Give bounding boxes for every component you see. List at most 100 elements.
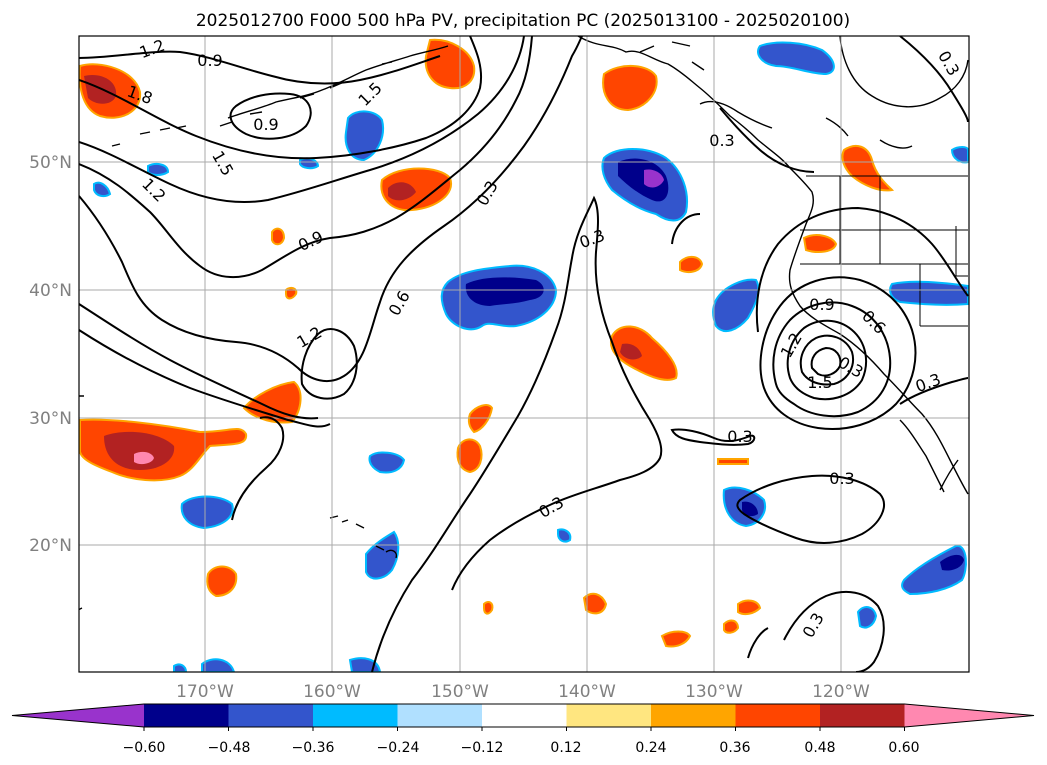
colorbar-label: 0.60 (888, 740, 919, 756)
negative-anomaly-blob (344, 110, 384, 162)
negative-anomaly-blob (299, 157, 320, 170)
positive-anomaly-blob (271, 227, 286, 246)
pv-contour (736, 474, 885, 544)
lat-label-40n: 40°N (29, 281, 72, 301)
positive-anomaly-blob (660, 630, 692, 648)
colorbar-segment (566, 704, 652, 727)
strong-negative-core (742, 501, 758, 517)
colorbar-segment (313, 704, 398, 727)
positive-anomaly-blob (717, 458, 749, 465)
colorbar-segment (651, 704, 736, 727)
negative-anomaly-blob (93, 181, 112, 198)
lon-label-130w: 130°W (685, 682, 743, 702)
strong-negative-core (618, 158, 669, 202)
pv-contour (79, 36, 525, 203)
pv-contour (371, 195, 663, 672)
longitude-labels: 170°W 160°W 150°W 140°W 130°W 120°W (176, 682, 870, 702)
colorbar-segment (482, 704, 567, 727)
pv-contour (79, 36, 533, 279)
strong-negative-core (940, 554, 964, 571)
alaska-coast-islands (219, 45, 449, 127)
pv-contour (899, 377, 969, 405)
positive-anomaly-blob (582, 592, 608, 615)
hawaii-islands (329, 515, 398, 559)
lon-label-170w: 170°W (176, 682, 234, 702)
positive-anomaly-blob (456, 438, 483, 474)
lat-label-50n: 50°N (29, 153, 72, 173)
pv-contour (759, 276, 917, 430)
contour-label: 0.9 (253, 115, 278, 134)
northern-coastline (639, 41, 773, 129)
positive-anomaly-blob (206, 565, 238, 598)
colorbar-label: −0.48 (208, 740, 251, 756)
strong-anomaly-core (104, 431, 175, 470)
lon-label-140w: 140°W (558, 682, 616, 702)
contour-label: 0.3 (709, 131, 734, 150)
pv-contour (755, 206, 969, 333)
extreme-negative-core (644, 169, 664, 188)
graticule (79, 36, 969, 672)
contour-label: 0.3 (727, 427, 752, 446)
positive-anomaly-blob (467, 404, 494, 434)
lon-label-150w: 150°W (431, 682, 489, 702)
colorbar-label: 0.12 (550, 740, 581, 756)
contour-label: 0.9 (809, 295, 834, 314)
negative-anomaly-blob (889, 280, 969, 306)
pv-contour (79, 50, 441, 85)
colorbar-label: −0.36 (292, 740, 335, 756)
colorbar-label: −0.12 (461, 740, 504, 756)
contour-label: 1.5 (807, 373, 832, 392)
colorbar-segment (144, 704, 229, 727)
negative-anomaly-blob (180, 495, 234, 530)
colorbar-label: −0.60 (123, 740, 166, 756)
negative-anomaly-blob (368, 451, 406, 474)
pv-contour (79, 303, 319, 420)
strong-negative-core (465, 277, 544, 306)
small-island (79, 395, 84, 611)
precip-anomaly-fills (79, 38, 969, 672)
us-state-borders (800, 176, 968, 327)
colorbar-label: 0.36 (719, 740, 750, 756)
latitude-labels: 50°N 40°N 30°N 20°N (29, 153, 72, 556)
aleutian-island (111, 125, 187, 147)
pv-contour (79, 36, 482, 160)
negative-anomaly-blob (757, 41, 835, 76)
positive-anomaly-blob (723, 619, 740, 634)
figure-title: 2025012700 F000 500 hPa PV, precipitatio… (196, 11, 850, 31)
pv-contour (747, 590, 885, 672)
positive-anomaly-blob (802, 234, 838, 253)
lat-label-20n: 20°N (29, 536, 72, 556)
colorbar-segment (228, 704, 314, 727)
lon-label-160w: 160°W (303, 682, 361, 702)
positive-anomaly-blob (483, 601, 494, 615)
colorbar: −0.60 −0.48 −0.36 −0.24 −0.12 0.12 0.24 … (11, 703, 1035, 756)
map-panel: 1.2 0.9 1.8 0.9 1.5 1.5 1.2 0.9 0.3 0.3 … (79, 36, 969, 672)
colorbar-segments (11, 703, 1035, 728)
positive-anomaly-blob (679, 256, 704, 273)
pv-contour (799, 334, 854, 386)
positive-anomaly-blob (610, 325, 678, 381)
negative-anomaly-blob (557, 528, 572, 543)
pv-contour (899, 36, 969, 123)
negative-anomaly-blob (856, 606, 878, 629)
colorbar-segment (735, 704, 821, 727)
positive-anomaly-blob (424, 38, 476, 90)
pv-contour (671, 107, 815, 245)
colorbar-segment (904, 704, 1034, 727)
colorbar-label: 0.24 (635, 740, 666, 756)
colorbar-segment (12, 704, 144, 727)
positive-anomaly-blob (602, 65, 658, 112)
baja-peninsula (899, 419, 959, 493)
pv-contour (670, 428, 756, 446)
north-land-outline (825, 36, 969, 149)
positive-anomaly-blob (737, 599, 762, 616)
pv-contour (229, 92, 312, 140)
colorbar-label: −0.24 (377, 740, 420, 756)
pv-contour (300, 328, 358, 400)
strong-anomaly-core (620, 343, 642, 360)
map-frame (78, 35, 970, 673)
lat-label-30n: 30°N (29, 409, 72, 429)
negative-anomaly-blob (365, 530, 400, 580)
colorbar-ticks (143, 727, 905, 731)
